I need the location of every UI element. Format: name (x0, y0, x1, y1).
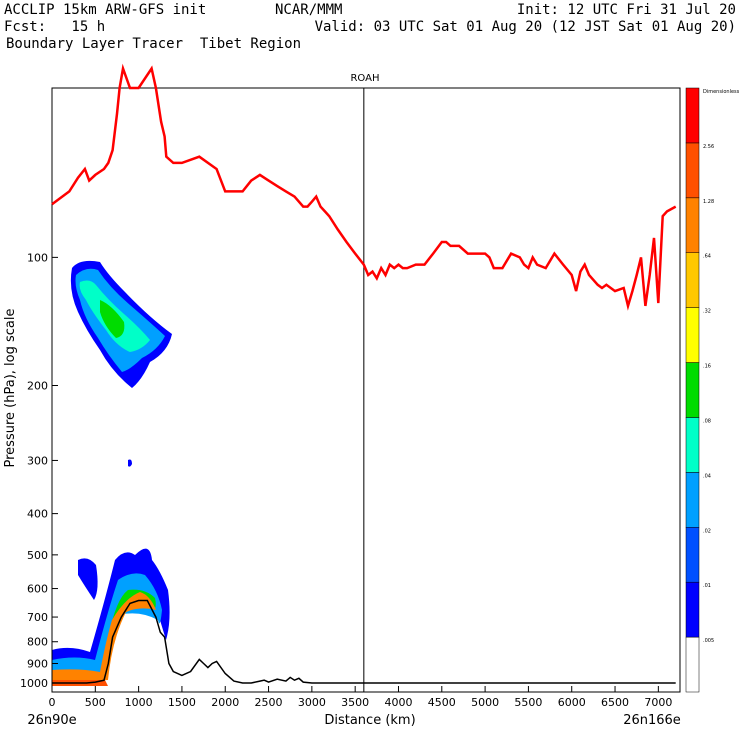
y-tick-label: 600 (27, 583, 48, 596)
tracer-blob-small (128, 459, 132, 467)
colorbar-label: .04 (703, 473, 711, 479)
x-tick-label: 6500 (601, 696, 629, 709)
x-tick-label: 1000 (125, 696, 153, 709)
colorbar-label: .32 (703, 309, 711, 315)
colorbar-swatch (685, 636, 700, 693)
x-tick-label: 5500 (514, 696, 542, 709)
init-time: Init: 12 UTC Fri 31 Jul 20 (516, 2, 736, 18)
colorbar: .005 .01 .02 .04 .08 .16 .32 .64 1.28 2.56 Dimensi… (685, 87, 740, 693)
x-tick-label: 1500 (168, 696, 196, 709)
y-tick-label: 1000 (20, 677, 48, 690)
colorbar-label: .08 (703, 418, 711, 424)
forecast-hour: Fcst: 15 h (4, 19, 106, 35)
x-tick-label: 3500 (341, 696, 369, 709)
colorbar-label: 2.56 (703, 144, 714, 150)
x-tick-label: 2500 (255, 696, 283, 709)
colorbar-swatch (685, 417, 700, 473)
x-tick-label: 3000 (298, 696, 326, 709)
data-lines (51, 63, 677, 684)
x-axis-label: Distance (km) (324, 713, 415, 728)
colorbar-swatch (685, 142, 700, 199)
x-end-right-label: 26n166e (623, 713, 681, 728)
x-tick-label: 7000 (644, 696, 672, 709)
colorbar-swatch (685, 527, 700, 583)
y-tick-label: 100 (27, 251, 48, 264)
colorbar-swatch (685, 307, 700, 363)
tropopause-line (51, 63, 677, 311)
colorbar-swatch (685, 362, 700, 418)
colorbar-swatch (685, 87, 700, 144)
valid-time: Valid: 03 UTC Sat 01 Aug 20 (12 JST Sat … (314, 19, 736, 35)
colorbar-swatch (685, 252, 700, 308)
x-tick-label: 0 (49, 696, 56, 709)
y-tick-label: 500 (27, 549, 48, 562)
x-tick-label: 5000 (471, 696, 499, 709)
colorbar-swatch (685, 472, 700, 528)
y-tick-label: 200 (27, 379, 48, 392)
plot-frame (51, 87, 681, 693)
model-title: ACCLIP 15km ARW-GFS init (4, 2, 207, 18)
y-axis-label: Pressure (hPa), log scale (3, 309, 18, 468)
colorbar-swatch (685, 581, 700, 638)
y-tick-label: 400 (27, 508, 48, 521)
y-tick-label: 700 (27, 611, 48, 624)
center-label: NCAR/MMM (275, 2, 343, 18)
colorbar-label: .02 (703, 528, 711, 534)
x-tick-label: 500 (85, 696, 106, 709)
tracer-shading (52, 260, 172, 686)
x-tick-label: 2000 (211, 696, 239, 709)
colorbar-swatch (685, 197, 700, 253)
colorbar-label: .16 (703, 364, 711, 370)
y-tick-label: 300 (27, 454, 48, 467)
colorbar-label: 1.28 (703, 199, 714, 205)
colorbar-label: .64 (703, 254, 711, 260)
y-tick-label: 900 (27, 658, 48, 671)
plot-axes: 0 500 1000 1500 2000 2500 3000 3500 4000 4500 5000… (20, 87, 681, 709)
terrain-line (52, 599, 676, 684)
tracer-plume-lower (78, 558, 98, 600)
x-tick-label: 4500 (428, 696, 456, 709)
colorbar-label: Dimensionless (703, 89, 740, 95)
x-tick-label: 4000 (384, 696, 412, 709)
x-tick-label: 6000 (558, 696, 586, 709)
tracer-plume-upper-peak (100, 300, 125, 338)
colorbar-label: .005 (703, 638, 714, 644)
colorbar-label: .01 (703, 583, 711, 589)
plot-description: Boundary Layer Tracer Tibet Region (6, 36, 302, 52)
y-tick-label: 800 (27, 636, 48, 649)
x-end-left-label: 26n90e (27, 713, 76, 728)
chart-title: ROAH (350, 73, 379, 84)
